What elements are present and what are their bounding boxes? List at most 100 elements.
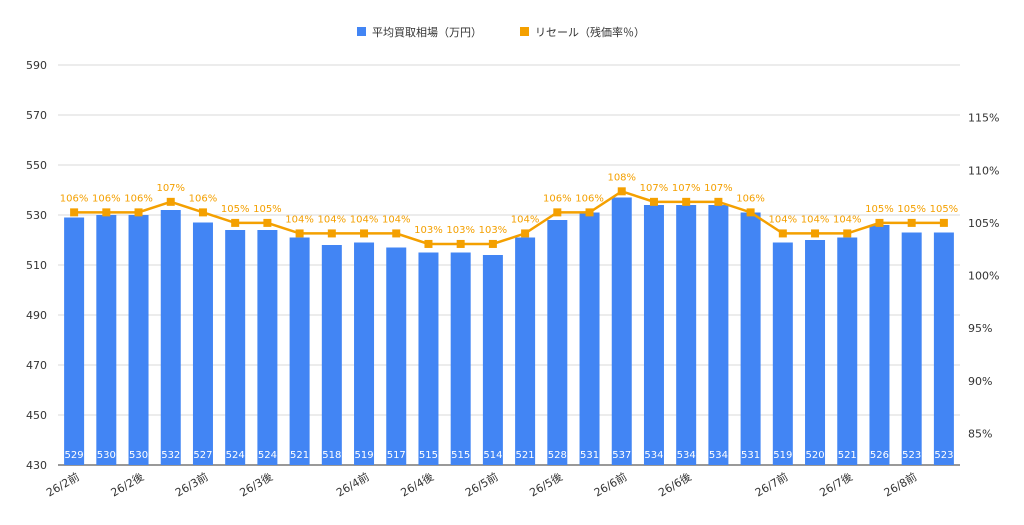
legend-swatch-bar bbox=[357, 27, 366, 36]
bar-value-label: 526 bbox=[870, 450, 889, 461]
left-tick-label: 510 bbox=[26, 259, 47, 272]
legend-swatch-line bbox=[520, 27, 529, 36]
left-tick-label: 430 bbox=[26, 459, 47, 472]
x-tick-label: 26/4前 bbox=[334, 469, 372, 499]
line-value-label: 105% bbox=[897, 204, 926, 215]
line-value-label: 107% bbox=[672, 183, 701, 194]
bar-value-label: 524 bbox=[258, 450, 277, 461]
line-value-label: 104% bbox=[769, 214, 798, 225]
bar-value-label: 523 bbox=[934, 450, 953, 461]
bar bbox=[547, 220, 568, 465]
line-point bbox=[295, 229, 304, 238]
bar-value-label: 517 bbox=[387, 450, 406, 461]
bar-value-label: 515 bbox=[451, 450, 470, 461]
legend-label-bar: 平均買取相場（万円） bbox=[372, 26, 482, 39]
bar-value-label: 519 bbox=[773, 450, 792, 461]
bar-value-label: 534 bbox=[644, 450, 663, 461]
x-tick-label: 26/3前 bbox=[173, 469, 211, 499]
bar bbox=[482, 255, 503, 465]
right-tick-label: 95% bbox=[968, 322, 992, 335]
line-point bbox=[714, 197, 723, 206]
bar-value-label: 530 bbox=[97, 450, 116, 461]
line-series bbox=[70, 187, 948, 248]
bar-value-label: 534 bbox=[709, 450, 728, 461]
x-tick-label: 26/7前 bbox=[752, 469, 790, 499]
line-value-label: 106% bbox=[543, 193, 572, 204]
bar-series bbox=[64, 197, 954, 465]
bar-value-label: 531 bbox=[741, 450, 760, 461]
bar-value-label: 537 bbox=[612, 450, 631, 461]
bar-value-label: 527 bbox=[193, 450, 212, 461]
x-tick-label: 26/7後 bbox=[817, 469, 855, 499]
line-value-label: 103% bbox=[479, 225, 508, 236]
line-point bbox=[585, 208, 594, 217]
bar-value-label: 518 bbox=[322, 450, 341, 461]
line-point bbox=[811, 229, 820, 238]
bar-value-labels: 529 530 530 532 527 524 524 521 518 519 517 515 515 5… bbox=[65, 450, 954, 461]
bar bbox=[740, 212, 761, 465]
line-point bbox=[102, 208, 111, 217]
left-tick-label: 530 bbox=[26, 209, 47, 222]
x-tick-label: 26/8前 bbox=[881, 469, 919, 499]
bar-value-label: 523 bbox=[902, 450, 921, 461]
line-value-label: 105% bbox=[253, 204, 282, 215]
line-point bbox=[360, 229, 369, 238]
bar-value-label: 514 bbox=[483, 450, 502, 461]
line-point bbox=[617, 187, 626, 196]
line-point bbox=[553, 208, 562, 217]
line-point bbox=[907, 218, 916, 227]
line-point bbox=[682, 197, 691, 206]
line-value-label: 106% bbox=[124, 193, 153, 204]
right-axis: 85% 90% 95% 100% 105% 110% 115% bbox=[968, 112, 999, 441]
line-value-label: 106% bbox=[189, 193, 218, 204]
line-point bbox=[488, 239, 497, 248]
bar-value-label: 532 bbox=[161, 450, 180, 461]
bar bbox=[386, 247, 407, 465]
line-point bbox=[231, 218, 240, 227]
series-line bbox=[74, 189, 944, 246]
left-tick-label: 570 bbox=[26, 109, 47, 122]
bar-value-label: 519 bbox=[354, 450, 373, 461]
bar-value-label: 530 bbox=[129, 450, 148, 461]
bar bbox=[643, 205, 664, 465]
line-value-label: 103% bbox=[414, 225, 443, 236]
bar-value-label: 528 bbox=[548, 450, 567, 461]
line-value-label: 104% bbox=[285, 214, 314, 225]
bar bbox=[128, 215, 149, 465]
bar bbox=[64, 217, 85, 465]
line-value-label: 103% bbox=[446, 225, 475, 236]
x-axis: 26/2前 26/2後 26/3前 26/3後 26/4前 26/4後 26/5前 26/5後… bbox=[44, 469, 919, 499]
bar bbox=[289, 237, 310, 465]
bar bbox=[837, 237, 858, 465]
line-value-label: 104% bbox=[382, 214, 411, 225]
line-value-label: 107% bbox=[704, 183, 733, 194]
bar bbox=[321, 245, 342, 465]
line-point bbox=[263, 218, 272, 227]
line-value-label: 105% bbox=[865, 204, 894, 215]
line-point bbox=[424, 239, 433, 248]
line-value-label: 106% bbox=[60, 193, 89, 204]
line-point bbox=[939, 218, 948, 227]
left-tick-label: 470 bbox=[26, 359, 47, 372]
bar bbox=[579, 212, 600, 465]
x-tick-label: 26/5後 bbox=[527, 469, 565, 499]
legend-label-line: リセール（残価率％） bbox=[535, 25, 645, 39]
x-tick-label: 26/4後 bbox=[398, 469, 436, 499]
bar-value-label: 529 bbox=[65, 450, 84, 461]
line-point bbox=[521, 229, 530, 238]
bar bbox=[354, 242, 375, 465]
line-value-label: 106% bbox=[575, 193, 604, 204]
bar-value-label: 524 bbox=[226, 450, 245, 461]
right-tick-label: 90% bbox=[968, 375, 992, 388]
line-point bbox=[778, 229, 787, 238]
line-point bbox=[875, 218, 884, 227]
right-tick-label: 100% bbox=[968, 270, 999, 283]
left-tick-label: 590 bbox=[26, 59, 47, 72]
line-value-label: 106% bbox=[736, 193, 765, 204]
bar bbox=[225, 230, 246, 465]
bar bbox=[772, 242, 793, 465]
line-value-label: 108% bbox=[607, 172, 636, 183]
x-tick-label: 26/6前 bbox=[591, 469, 629, 499]
line-point bbox=[166, 197, 175, 206]
